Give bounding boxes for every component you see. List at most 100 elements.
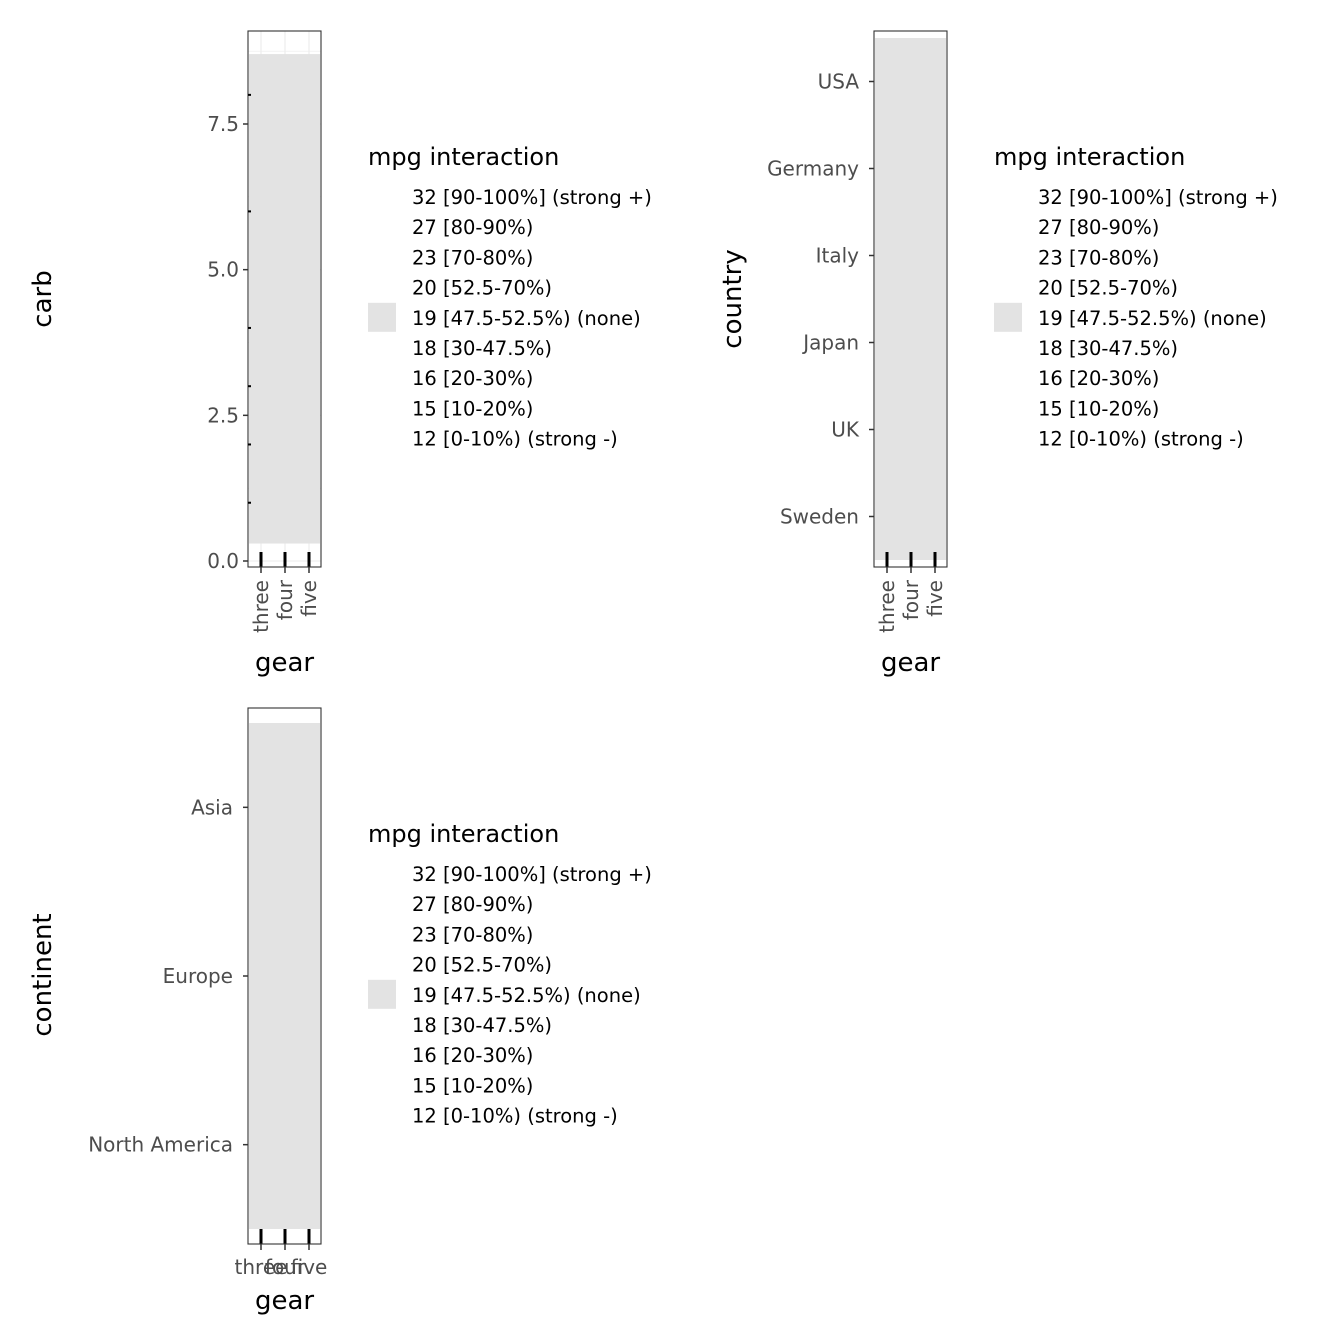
x-tick-label: five xyxy=(297,580,321,617)
legend-label: 18 [30-47.5%) xyxy=(1038,337,1178,360)
legend-title: mpg interaction xyxy=(368,143,559,171)
x-tick-label: five xyxy=(291,1255,328,1279)
chart-panel-2: Sweden UK Japan Italy Germany USA three four fiv… xyxy=(718,30,1278,678)
legend-item: 23 [70-80%) xyxy=(368,919,533,948)
legend: mpg interaction 32 [90-100%] (strong +) 27… xyxy=(368,820,652,1130)
heatmap-tile xyxy=(899,38,923,560)
legend-item: 27 [80-90%) xyxy=(994,212,1159,241)
legend-key xyxy=(368,333,396,362)
legend-label: 27 [80-90%) xyxy=(1038,216,1159,239)
legend-label: 27 [80-90%) xyxy=(412,893,533,916)
legend-item: 20 [52.5-70%) xyxy=(368,273,552,302)
heatmap-tile xyxy=(297,723,320,1229)
legend-key xyxy=(368,950,396,979)
y-tick-label: Asia xyxy=(191,795,233,819)
y-tick-label: UK xyxy=(831,418,860,442)
y-tick-label: Europe xyxy=(163,964,233,988)
heatmap-tile xyxy=(875,38,899,560)
x-axis-title: gear xyxy=(255,648,314,678)
y-tick-label: Italy xyxy=(816,244,860,268)
legend-item: 27 [80-90%) xyxy=(368,889,533,918)
legend-label: 18 [30-47.5%) xyxy=(412,1014,552,1037)
legend-label: 32 [90-100%] (strong +) xyxy=(412,863,652,886)
legend-label: 23 [70-80%) xyxy=(1038,246,1159,269)
legend-key xyxy=(994,212,1022,241)
legend-label: 15 [10-20%) xyxy=(1038,397,1159,420)
legend-item: 12 [0-10%) (strong -) xyxy=(994,424,1244,453)
y-tick-label: 7.5 xyxy=(207,112,239,136)
chart-panel-1: 0.0 2.5 5.0 7.5 three four five gear carb mpg int… xyxy=(28,30,652,678)
legend-item: 23 [70-80%) xyxy=(994,242,1159,271)
y-axis-title: continent xyxy=(28,913,58,1036)
legend-item: 12 [0-10%) (strong -) xyxy=(368,424,618,453)
legend-key xyxy=(368,302,396,332)
legend-label: 20 [52.5-70%) xyxy=(1038,277,1178,300)
legend-label: 15 [10-20%) xyxy=(412,1074,533,1097)
legend-item: 18 [30-47.5%) xyxy=(368,333,552,362)
legend-key xyxy=(368,1040,396,1069)
legend-key xyxy=(368,1010,396,1039)
legend-key xyxy=(994,242,1022,271)
legend-item: 16 [20-30%) xyxy=(994,363,1159,392)
legend-item: 23 [70-80%) xyxy=(368,242,533,271)
legend-label: 12 [0-10%) (strong -) xyxy=(1038,428,1244,451)
x-axis-title: gear xyxy=(255,1286,314,1316)
legend-key xyxy=(368,1101,396,1130)
legend-item: 19 [47.5-52.5%) (none) xyxy=(368,979,641,1009)
legend-key xyxy=(994,424,1022,453)
legend-label: 27 [80-90%) xyxy=(412,216,533,239)
legend-key xyxy=(368,212,396,241)
y-tick-label: Japan xyxy=(801,331,859,355)
legend-item: 32 [90-100%] (strong +) xyxy=(368,859,652,888)
legend-label: 12 [0-10%) (strong -) xyxy=(412,428,618,451)
legend-key xyxy=(368,919,396,948)
legend-label: 18 [30-47.5%) xyxy=(412,337,552,360)
legend-label: 19 [47.5-52.5%) (none) xyxy=(412,307,641,330)
x-axis-title: gear xyxy=(881,648,940,678)
legend-label: 12 [0-10%) (strong -) xyxy=(412,1105,618,1128)
legend-item: 15 [10-20%) xyxy=(412,397,533,420)
legend-key xyxy=(368,889,396,918)
legend-key xyxy=(368,859,396,888)
legend-title: mpg interaction xyxy=(368,820,559,848)
legend-item: 20 [52.5-70%) xyxy=(368,950,552,979)
legend-key xyxy=(368,273,396,302)
legend-key xyxy=(368,242,396,271)
legend-key xyxy=(368,424,396,453)
y-tick-label: 2.5 xyxy=(207,403,239,427)
legend-item: 15 [10-20%) xyxy=(412,1074,533,1097)
x-tick-label: four xyxy=(265,1255,306,1279)
legend-label: 23 [70-80%) xyxy=(412,246,533,269)
legend-label: 32 [90-100%] (strong +) xyxy=(412,186,652,209)
legend-key xyxy=(994,182,1022,211)
legend-key xyxy=(368,182,396,211)
legend-label: 16 [20-30%) xyxy=(1038,367,1159,390)
legend-key xyxy=(994,333,1022,362)
heatmap-tile xyxy=(249,54,273,544)
legend-item: 18 [30-47.5%) xyxy=(368,1010,552,1039)
y-axis-title: carb xyxy=(28,270,58,327)
legend-title: mpg interaction xyxy=(994,143,1185,171)
legend-key xyxy=(994,302,1022,332)
heatmap-tile xyxy=(273,54,297,544)
y-tick-label: Germany xyxy=(767,157,859,181)
legend-key xyxy=(994,273,1022,302)
legend-label: 32 [90-100%] (strong +) xyxy=(1038,186,1278,209)
x-tick-label: three xyxy=(235,1255,288,1279)
legend-label: 20 [52.5-70%) xyxy=(412,277,552,300)
legend-key xyxy=(368,979,396,1009)
legend-label: 15 [10-20%) xyxy=(412,397,533,420)
y-tick-label: Sweden xyxy=(780,505,859,529)
legend-item: 16 [20-30%) xyxy=(412,367,533,390)
legend-label: 20 [52.5-70%) xyxy=(412,954,552,977)
x-tick-label: five xyxy=(923,580,947,617)
legend-label: 19 [47.5-52.5%) (none) xyxy=(412,984,641,1007)
heatmap-tile xyxy=(249,723,273,1229)
legend-item: 32 [90-100%] (strong +) xyxy=(368,182,652,211)
legend: mpg interaction 32 [90-100%] (strong +) 27… xyxy=(368,143,652,453)
legend-key xyxy=(994,363,1022,392)
legend-item: 15 [10-20%) xyxy=(1038,397,1159,420)
heatmap-tile xyxy=(923,38,946,560)
